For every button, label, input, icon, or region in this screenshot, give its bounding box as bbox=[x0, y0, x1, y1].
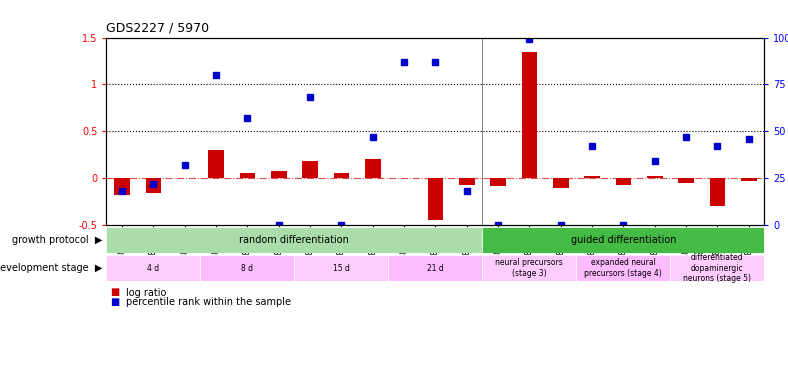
Bar bbox=[482, 227, 764, 253]
Bar bbox=[671, 255, 764, 281]
Bar bbox=[200, 255, 295, 281]
Bar bbox=[428, 178, 443, 220]
Bar bbox=[522, 52, 537, 178]
Text: growth protocol  ▶: growth protocol ▶ bbox=[12, 235, 102, 245]
Bar bbox=[482, 255, 576, 281]
Text: 15 d: 15 d bbox=[333, 264, 350, 273]
Text: percentile rank within the sample: percentile rank within the sample bbox=[126, 297, 291, 307]
Text: ■: ■ bbox=[110, 297, 120, 307]
Text: log ratio: log ratio bbox=[126, 288, 166, 297]
Text: guided differentiation: guided differentiation bbox=[571, 235, 676, 245]
Bar bbox=[678, 178, 694, 183]
Text: ■: ■ bbox=[110, 288, 120, 297]
Bar bbox=[388, 255, 482, 281]
Bar bbox=[333, 172, 349, 178]
Bar bbox=[741, 178, 756, 181]
Bar bbox=[490, 178, 506, 186]
Text: expanded neural
precursors (stage 4): expanded neural precursors (stage 4) bbox=[585, 258, 662, 278]
Bar bbox=[647, 176, 663, 178]
Bar bbox=[208, 150, 224, 178]
Bar bbox=[146, 178, 162, 193]
Text: GDS2227 / 5970: GDS2227 / 5970 bbox=[106, 22, 210, 35]
Bar bbox=[553, 178, 568, 188]
Text: development stage  ▶: development stage ▶ bbox=[0, 263, 102, 273]
Text: differentiated
dopaminergic
neurons (stage 5): differentiated dopaminergic neurons (sta… bbox=[683, 253, 752, 283]
Bar bbox=[365, 159, 381, 178]
Bar bbox=[106, 255, 200, 281]
Bar bbox=[709, 178, 725, 206]
Bar bbox=[576, 255, 671, 281]
Bar bbox=[106, 227, 482, 253]
Bar bbox=[584, 176, 600, 178]
Text: neural precursors
(stage 3): neural precursors (stage 3) bbox=[496, 258, 563, 278]
Text: 4 d: 4 d bbox=[147, 264, 159, 273]
Text: 21 d: 21 d bbox=[427, 264, 444, 273]
Bar bbox=[271, 171, 287, 178]
Text: random differentiation: random differentiation bbox=[240, 235, 349, 245]
Bar bbox=[615, 178, 631, 185]
Bar bbox=[240, 173, 255, 178]
Bar bbox=[303, 161, 318, 178]
Bar bbox=[295, 255, 388, 281]
Bar bbox=[114, 178, 130, 195]
Text: 8 d: 8 d bbox=[241, 264, 254, 273]
Bar bbox=[459, 178, 474, 185]
